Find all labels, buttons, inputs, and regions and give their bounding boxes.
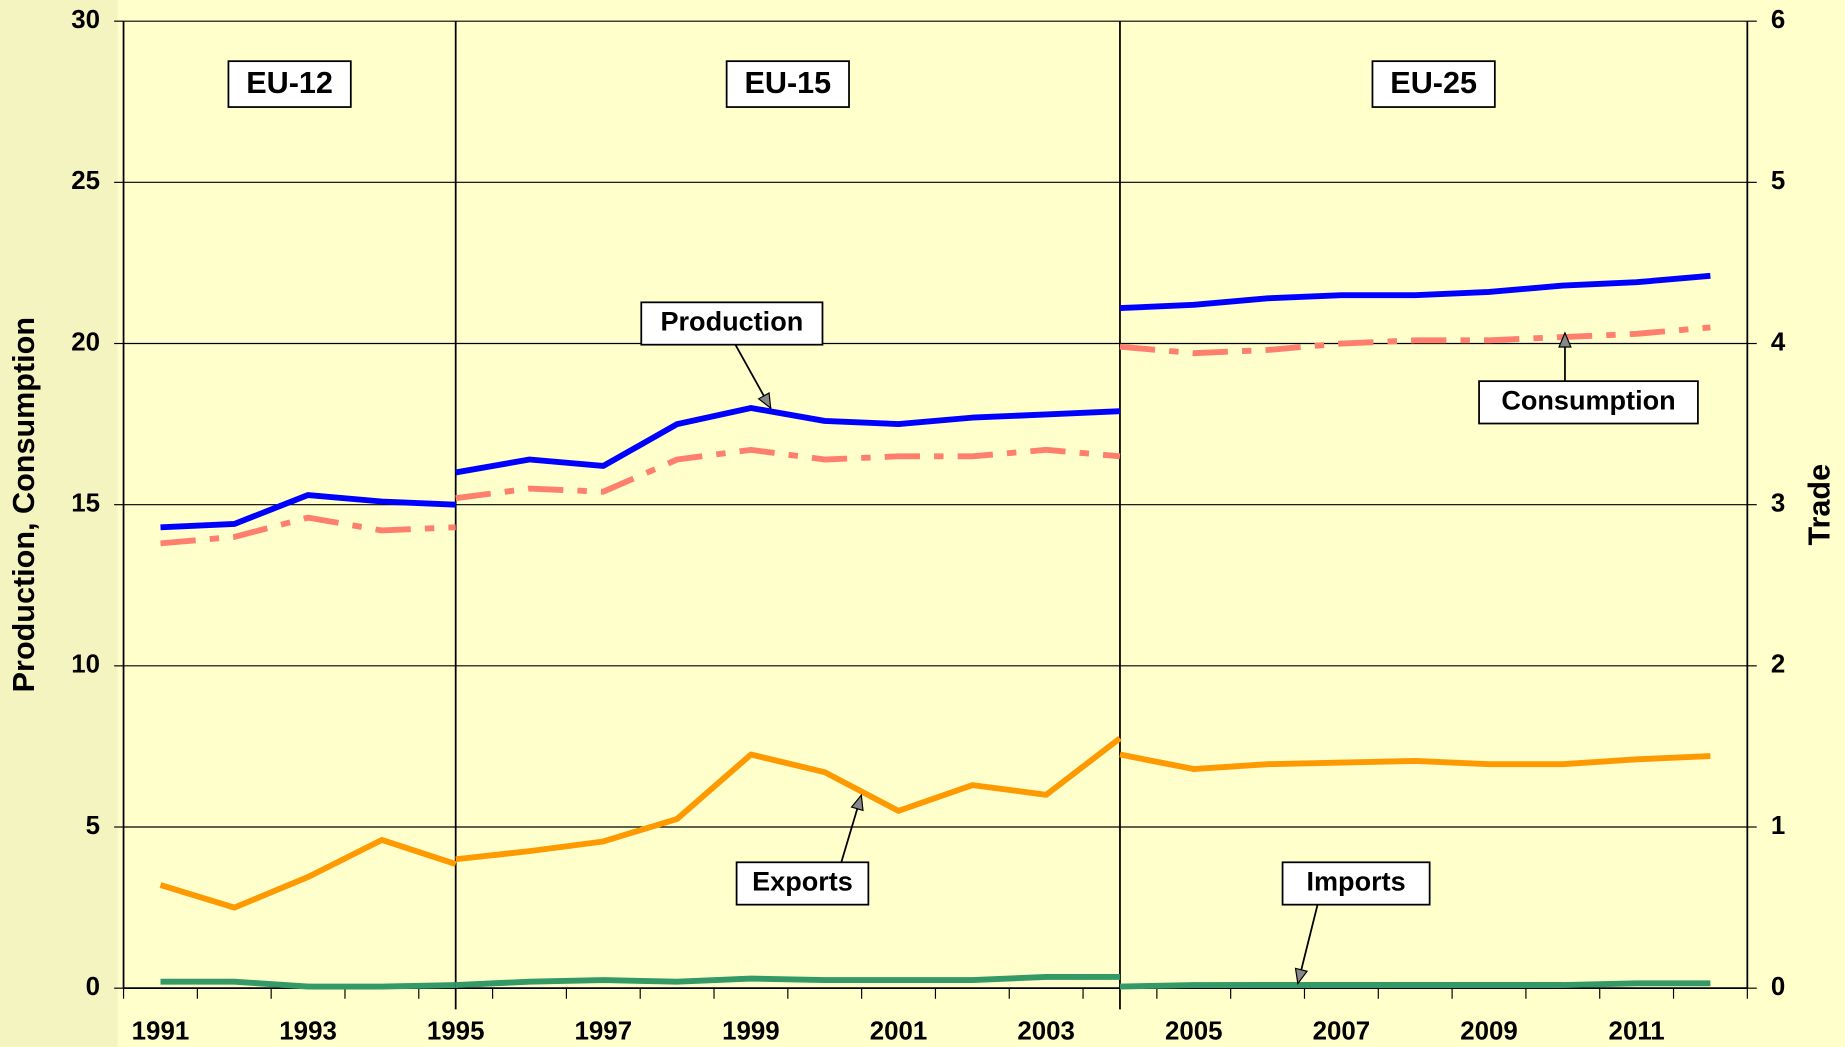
series-line [159,837,457,911]
y2-axis-label: Trade [1803,464,1837,546]
y-tick-label: 5 [86,812,100,840]
series-line [1119,272,1711,312]
x-tick-label: 2009 [1460,1018,1518,1046]
region-box [227,60,352,108]
series-line [1119,324,1711,357]
legend-label: Exports [752,867,853,897]
y-tick-label: 10 [71,651,100,679]
series-line [455,446,1121,502]
series-line [1119,751,1711,772]
x-tick-label: 1993 [279,1018,337,1046]
y2-tick-label: 6 [1771,6,1785,34]
y-axis-label: Production, Consumption [7,317,41,692]
y2-tick-label: 3 [1771,490,1785,518]
x-tick-label: 2007 [1313,1018,1371,1046]
series-line [160,492,456,531]
left-margin [0,0,118,1047]
x-tick-label: 2003 [1017,1018,1075,1046]
x-tick-label: 2011 [1609,1018,1665,1046]
series-line [455,735,1122,863]
callout-box [1281,861,1431,906]
legend-label: Consumption [1501,385,1675,415]
y2-tick-label: 5 [1771,167,1785,195]
x-tick-label: 2001 [870,1018,928,1046]
region-label: EU-15 [744,66,831,100]
callout-box [1478,380,1699,425]
callout-box [735,861,870,906]
legend-label: Production [660,307,803,337]
y-tick-label: 25 [71,167,100,195]
arrow-head [1294,967,1309,985]
region-label: EU-25 [1390,66,1477,100]
y-tick-label: 20 [71,328,100,356]
y2-tick-label: 2 [1771,651,1785,679]
y-tick-label: 15 [71,490,100,518]
x-tick-label: 1999 [722,1018,780,1046]
y2-tick-label: 0 [1771,973,1785,1001]
y2-tick-label: 1 [1771,812,1785,840]
x-tick-label: 1995 [427,1018,485,1046]
legend-label: Imports [1306,867,1405,897]
series-line [160,978,456,990]
y2-tick-label: 4 [1771,328,1786,356]
arrow-head [757,392,772,410]
arrow-head [1558,331,1572,348]
series-line [455,973,1120,988]
arrow-head [850,793,864,812]
region-box [725,60,850,108]
series-line [160,514,456,547]
callout-box [640,301,824,346]
x-tick-label: 1991 [132,1018,190,1046]
region-label: EU-12 [246,66,333,100]
x-tick-label: 2005 [1165,1018,1223,1046]
y-tick-label: 30 [71,6,100,34]
series-line [1119,980,1711,990]
series-line [455,405,1121,476]
region-box [1371,60,1496,108]
x-tick-label: 1997 [575,1018,633,1046]
y-tick-label: 0 [86,973,100,1001]
